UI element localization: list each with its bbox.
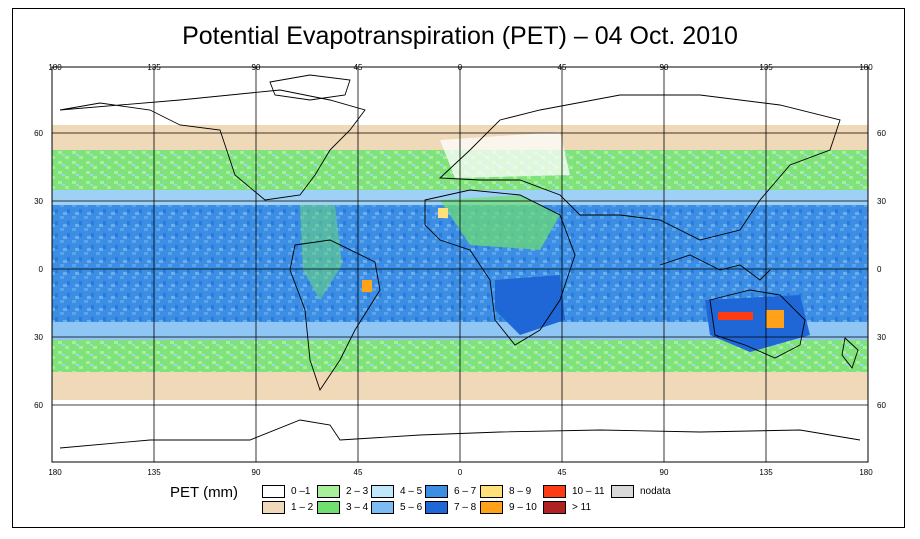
lon-label-top: 90 <box>660 63 669 72</box>
legend-swatch <box>262 501 285 514</box>
legend-item: 2 – 3 <box>317 485 368 498</box>
legend-item: 3 – 4 <box>317 501 368 514</box>
legend-item: 7 – 8 <box>425 501 476 514</box>
legend-item: 8 – 9 <box>480 485 531 498</box>
legend-swatch <box>317 501 340 514</box>
lat-label-right: 30 <box>877 333 886 342</box>
legend-label: 2 – 3 <box>346 486 369 497</box>
sahara-green-patch <box>440 195 560 250</box>
legend-swatch <box>543 485 566 498</box>
lon-label-top: 45 <box>558 63 567 72</box>
lat-label-right: 0 <box>877 265 882 274</box>
lat-label-left: 60 <box>34 401 43 410</box>
lon-label-top: 180 <box>859 63 873 72</box>
lat-label-right: 60 <box>877 129 886 138</box>
lon-label-top: 45 <box>354 63 363 72</box>
lat-label-right: 60 <box>877 401 886 410</box>
legend-label: 3 – 4 <box>346 502 369 513</box>
brazil-hotspot <box>362 280 372 292</box>
lon-labels-top: 180 135 90 45 0 45 90 135 180 <box>48 63 873 72</box>
lon-label-bottom: 180 <box>859 468 873 477</box>
coast-eurasia <box>438 94 841 241</box>
lon-labels-bottom: 180 135 90 45 0 45 90 135 180 <box>48 468 873 477</box>
map-border <box>51 66 869 463</box>
australia-hotspot-west <box>718 312 753 320</box>
lat-labels-left: 60 30 0 30 60 <box>34 129 43 410</box>
lon-label-bottom: 135 <box>759 468 773 477</box>
lon-label-bottom: 180 <box>48 468 62 477</box>
lon-label-top: 90 <box>252 63 261 72</box>
legend-item: 9 – 10 <box>480 501 537 514</box>
lat-labels-right: 60 30 0 30 60 <box>877 129 886 410</box>
legend-label: 5 – 6 <box>400 502 423 513</box>
lon-label-bottom: 90 <box>660 468 669 477</box>
coast-north-america <box>59 89 366 201</box>
legend-item: 1 – 2 <box>262 501 313 514</box>
legend-label: nodata <box>640 486 671 497</box>
legend-label: 7 – 8 <box>454 502 477 513</box>
lon-label-top: 135 <box>759 63 773 72</box>
legend-swatch <box>371 485 394 498</box>
legend-swatch <box>543 501 566 514</box>
coast-antarctica <box>59 419 861 449</box>
australia-high <box>705 295 810 352</box>
graticule <box>52 67 868 462</box>
legend-item: 0 –1 <box>262 485 310 498</box>
lon-label-bottom: 45 <box>558 468 567 477</box>
lat-label-left: 0 <box>39 265 44 274</box>
europe-low <box>440 132 570 178</box>
lat-label-left: 60 <box>34 129 43 138</box>
legend-item: 6 – 7 <box>425 485 476 498</box>
figure-frame <box>12 8 905 528</box>
coastlines <box>59 74 861 449</box>
lat-label-left: 30 <box>34 333 43 342</box>
legend-swatch <box>317 485 340 498</box>
legend-item: 10 – 11 <box>543 485 605 498</box>
legend-label: > 11 <box>572 502 591 513</box>
coast-africa <box>424 189 576 346</box>
coast-australia <box>709 289 806 359</box>
legend-label: 8 – 9 <box>509 486 532 497</box>
sahara-hotspot <box>438 208 448 218</box>
legend-item: 5 – 6 <box>371 501 422 514</box>
legend-item: > 11 <box>543 501 591 514</box>
lon-label-top: 180 <box>48 63 62 72</box>
coast-south-america <box>289 239 381 392</box>
lon-label-bottom: 0 <box>458 468 463 477</box>
legend-item: nodata <box>611 485 671 498</box>
coast-new-zealand <box>841 337 859 369</box>
lon-label-bottom: 135 <box>147 468 161 477</box>
legend-swatch <box>611 485 634 498</box>
lon-label-bottom: 45 <box>354 468 363 477</box>
lon-label-top: 135 <box>147 63 161 72</box>
legend-swatch <box>480 501 503 514</box>
lat-label-left: 30 <box>34 197 43 206</box>
australia-hotspot-east <box>766 310 784 328</box>
legend-swatch <box>425 501 448 514</box>
legend-label: 4 – 5 <box>400 486 423 497</box>
legend-item: 4 – 5 <box>371 485 422 498</box>
map-title: Potential Evapotranspiration (PET) – 04 … <box>182 22 738 50</box>
amazon-green <box>300 205 342 300</box>
legend-swatch <box>262 485 285 498</box>
legend-label: 0 –1 <box>291 486 311 497</box>
lat-label-right: 30 <box>877 197 886 206</box>
lon-label-top: 0 <box>458 63 463 72</box>
legend-label: 6 – 7 <box>454 486 477 497</box>
legend-title: PET (mm) <box>170 484 239 501</box>
coast-greenland <box>269 74 351 101</box>
legend-label: 9 – 10 <box>509 502 537 513</box>
coast-maritime-asia <box>659 254 771 281</box>
legend-swatch <box>425 485 448 498</box>
southern-africa-high <box>495 275 565 335</box>
legend-swatch <box>480 485 503 498</box>
legend-label: 10 – 11 <box>572 486 605 497</box>
legend-label: 1 – 2 <box>291 502 314 513</box>
legend-swatch <box>371 501 394 514</box>
lon-label-bottom: 90 <box>252 468 261 477</box>
